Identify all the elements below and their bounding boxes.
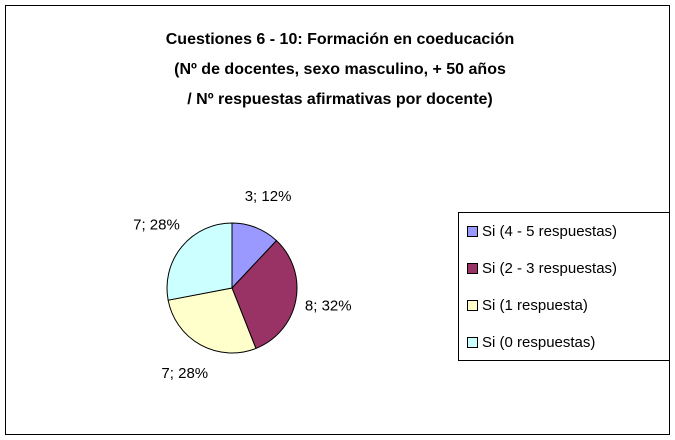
legend-label: Si (4 - 5 respuestas) <box>482 223 617 240</box>
data-label: 3; 12% <box>245 188 292 205</box>
data-label: 8; 32% <box>305 297 352 314</box>
chart-title: (Nº de docentes, sexo masculino, + 50 añ… <box>174 61 506 78</box>
pie-slice <box>166 222 233 301</box>
legend-label: Si (1 respuesta) <box>482 297 588 314</box>
legend-swatch <box>467 337 478 348</box>
chart-title: Cuestiones 6 - 10: Formación en coeducac… <box>166 31 515 48</box>
data-label: 7; 28% <box>133 217 180 234</box>
legend-swatch <box>467 226 478 237</box>
pie-slice <box>231 239 298 350</box>
legend-swatch <box>467 263 478 274</box>
pie-slice <box>167 287 257 354</box>
data-label: 7; 28% <box>161 365 208 382</box>
legend-swatch <box>467 300 478 311</box>
legend-label: Si (2 - 3 respuestas) <box>482 260 617 277</box>
chart-title: / Nº respuestas afirmativas por docente) <box>187 91 493 108</box>
legend-box <box>458 212 670 361</box>
legend-label: Si (0 respuestas) <box>482 334 595 351</box>
